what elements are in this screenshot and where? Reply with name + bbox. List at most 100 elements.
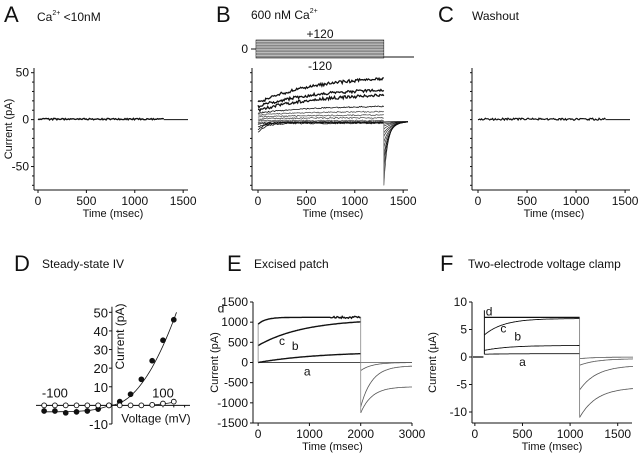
y-tick-label: 50 <box>16 66 30 80</box>
panel-f-trace-b <box>484 346 579 351</box>
data-point-filled <box>128 392 133 397</box>
panel-b-tail-current <box>384 122 408 186</box>
x-tick-label: 0 <box>255 427 262 441</box>
panel-c-current-trace <box>478 118 606 120</box>
panel-letter-a: A <box>4 2 19 27</box>
panel-letter-b: B <box>216 2 231 27</box>
y-tick-label: 10 <box>454 295 468 309</box>
y-tick-label: 20 <box>93 361 107 376</box>
panel-letter-d: D <box>14 251 30 276</box>
y-tick-label: 40 <box>93 324 107 339</box>
data-point-filled <box>161 338 166 343</box>
protocol-top-label: +120 <box>306 27 333 41</box>
panel-e-tail-d <box>361 387 412 413</box>
panel-d-title: Steady-state IV <box>42 257 124 271</box>
x-tick-label: 1000 <box>563 194 590 208</box>
data-point-open <box>161 401 166 406</box>
panel-f-tail-d <box>580 389 633 418</box>
y-tick-label: 50 <box>93 305 107 320</box>
x-tick-label: 1000 <box>121 194 148 208</box>
x-tick-label: 1500 <box>612 194 639 208</box>
x-tick-label: 0 <box>475 194 482 208</box>
y-tick-label: 0 <box>22 113 29 127</box>
data-point-open <box>150 402 155 407</box>
trace-label-a: a <box>519 355 526 369</box>
panel-b-tail-current <box>384 122 408 155</box>
x-tick-label: 1000 <box>341 194 368 208</box>
panel-b-title: 600 nM Ca2+ <box>251 8 318 22</box>
x-tick-label: 500 <box>296 194 316 208</box>
y-tick-label: -1500 <box>217 416 248 430</box>
x-tick-label: 0 <box>255 194 262 208</box>
panel-letter-f: F <box>440 251 453 276</box>
protocol-bottom-label: -120 <box>308 59 332 73</box>
data-point-open <box>96 403 101 408</box>
x-tick-label: 0 <box>472 427 479 441</box>
y-axis-label: Current (µA) <box>427 332 439 393</box>
data-point-filled <box>42 409 47 414</box>
data-point-filled <box>74 410 79 415</box>
panel-e-trace-c <box>258 322 361 346</box>
panel-a-current-trace <box>38 118 164 120</box>
y-tick-label: 1500 <box>221 295 248 309</box>
panel-b-trace <box>258 123 384 132</box>
trace-label-a: a <box>304 365 311 379</box>
y-tick-label: 30 <box>93 343 107 358</box>
y-tick-label: 500 <box>228 335 248 349</box>
panel-f-tail-c <box>580 366 633 390</box>
panel-b-trace <box>258 115 384 118</box>
x-tick-label: 2000 <box>347 427 374 441</box>
x-axis-label: Time (msec) <box>522 441 583 453</box>
x-axis-label: Time (msec) <box>524 208 585 220</box>
trace-label-c: c <box>279 334 285 348</box>
data-point-open <box>42 403 47 408</box>
panel-letter-c: C <box>438 2 454 27</box>
y-tick-label: 0 <box>241 356 248 370</box>
data-point-filled <box>53 409 58 414</box>
y-tick-label: -50 <box>12 160 30 174</box>
x-tick-label: -100 <box>42 385 68 400</box>
x-tick-label: 3000 <box>399 427 426 441</box>
x-axis-label: Time (msec) <box>303 208 364 220</box>
figure: A Ca2+ <10nM B 600 nM Ca2+ C Washout D S… <box>0 0 640 459</box>
x-tick-label: 1500 <box>390 194 417 208</box>
y-tick-label: 5 <box>460 323 467 337</box>
y-tick-label: 0 <box>460 350 467 364</box>
holding-baseline <box>473 356 483 358</box>
panel-a-title: Ca2+ <10nM <box>37 10 101 24</box>
x-tick-label: 1000 <box>296 427 323 441</box>
panel-f-tail-a <box>580 357 633 359</box>
panel-b-tail-current <box>384 122 408 162</box>
data-point-open <box>107 403 112 408</box>
y-tick-label: 1000 <box>221 315 248 329</box>
x-axis-label: Time (msec) <box>83 208 144 220</box>
x-tick-label: 500 <box>512 427 532 441</box>
data-point-filled <box>171 317 176 322</box>
trace-label-d: d <box>486 304 493 318</box>
x-axis-label: Voltage (mV) <box>121 411 190 425</box>
trace-label-c: c <box>500 322 506 336</box>
data-point-open <box>85 403 90 408</box>
x-tick-label: 100 <box>152 385 174 400</box>
y-tick-label: -10 <box>450 405 468 419</box>
panel-e-title: Excised patch <box>254 257 329 271</box>
panel-f-trace-c <box>484 319 579 335</box>
x-tick-label: 1500 <box>604 427 631 441</box>
data-point-open <box>63 403 68 408</box>
x-tick-label: 500 <box>76 194 96 208</box>
protocol-zero-label: 0 <box>241 42 248 56</box>
data-point-open <box>139 403 144 408</box>
data-point-filled <box>139 377 144 382</box>
panel-b-trace <box>258 117 384 119</box>
trace-label-d: d <box>218 302 225 316</box>
y-tick-label: -5 <box>456 378 467 392</box>
y-tick-label: -10 <box>89 417 108 432</box>
panel-f-trace-a <box>484 354 579 355</box>
data-point-open <box>74 403 79 408</box>
trace-label-b: b <box>514 330 521 344</box>
data-point-open <box>171 399 176 404</box>
y-axis-label: Current (pA) <box>209 332 221 393</box>
panel-b-tail-current <box>384 122 408 136</box>
x-tick-label: 1500 <box>170 194 197 208</box>
data-point-open <box>128 403 133 408</box>
